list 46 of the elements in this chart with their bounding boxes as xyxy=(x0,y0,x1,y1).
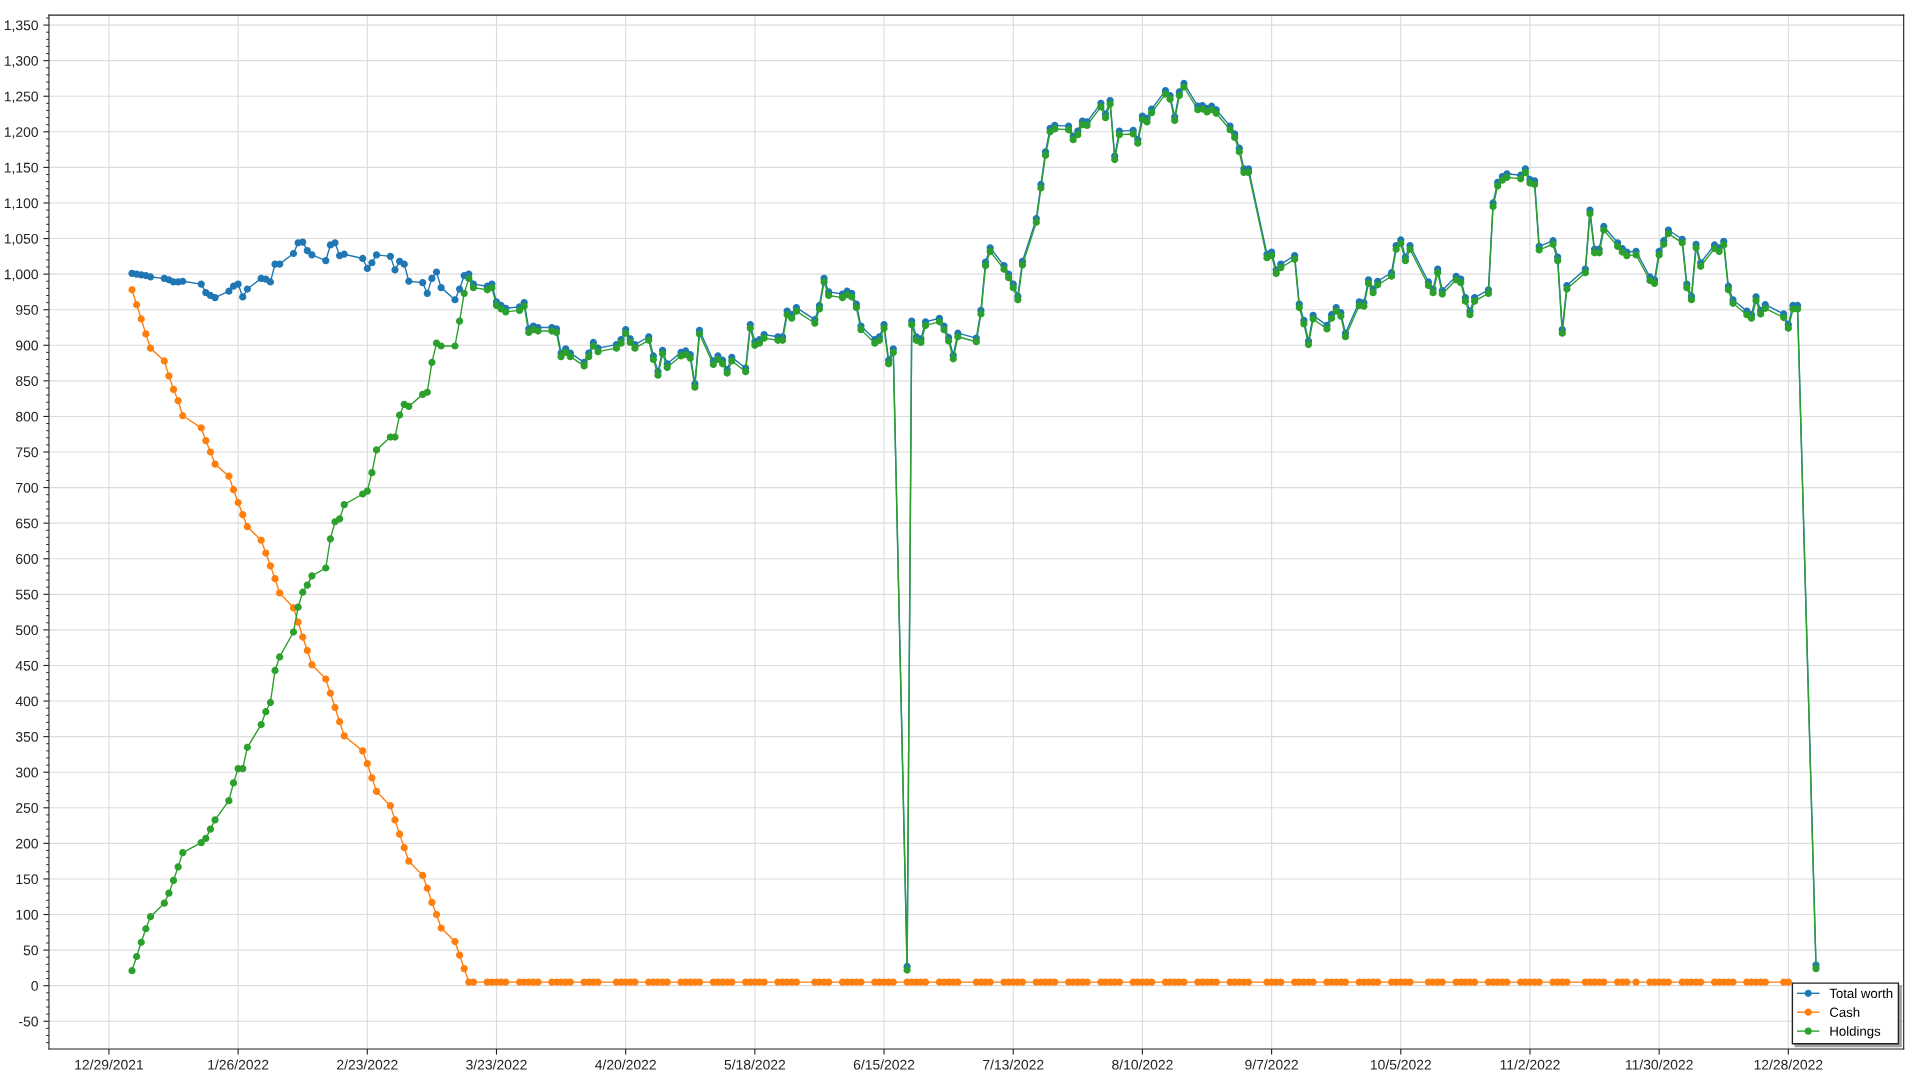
x-tick-label: 5/18/2022 xyxy=(724,1059,786,1070)
y-tick-label: 1,250 xyxy=(4,91,38,104)
x-tick-label: 1/26/2022 xyxy=(208,1059,269,1070)
x-tick-label: 6/15/2022 xyxy=(853,1059,915,1070)
x-tick-label: 10/5/2022 xyxy=(1370,1059,1431,1070)
y-tick-label: 350 xyxy=(15,731,38,742)
y-tick-label: -50 xyxy=(19,1016,38,1027)
y-tick-label: 300 xyxy=(15,767,38,778)
legend-label: Total worth xyxy=(1829,988,1893,999)
y-tick-label: 150 xyxy=(16,874,38,885)
legend-label: Cash xyxy=(1830,1007,1860,1017)
x-tick-label: 11/2/2022 xyxy=(1500,1059,1560,1070)
y-tick-label: 450 xyxy=(15,660,38,671)
x-tick-label: 4/20/2022 xyxy=(595,1059,656,1070)
y-tick-label: 900 xyxy=(16,340,38,351)
y-tick-label: 400 xyxy=(15,696,38,707)
y-tick-label: 550 xyxy=(15,589,38,600)
y-tick-label: 1,300 xyxy=(4,55,38,68)
y-tick-label: 50 xyxy=(23,945,38,956)
y-tick-label: 1,350 xyxy=(4,20,38,32)
y-tick-label: 800 xyxy=(15,411,38,422)
x-tick-label: 8/10/2022 xyxy=(1112,1059,1173,1070)
y-tick-label: 850 xyxy=(15,376,38,387)
y-tick-label: 250 xyxy=(16,803,38,813)
x-tick-label: 2/23/2022 xyxy=(337,1059,398,1070)
y-tick-label: 1,150 xyxy=(4,162,38,175)
y-tick-label: 650 xyxy=(16,518,38,529)
y-tick-label: 200 xyxy=(16,838,38,849)
y-tick-label: 100 xyxy=(16,909,38,920)
y-tick-label: 600 xyxy=(16,554,38,564)
x-tick-label: 9/7/2022 xyxy=(1245,1059,1298,1070)
x-tick-label: 3/23/2022 xyxy=(466,1059,527,1070)
y-tick-label: 1,200 xyxy=(4,127,38,139)
y-tick-label: 0 xyxy=(31,981,38,991)
x-tick-label: 7/13/2022 xyxy=(983,1059,1044,1070)
y-tick-label: 950 xyxy=(16,305,38,315)
y-tick-label: 1,050 xyxy=(4,233,38,246)
y-tick-label: 1,100 xyxy=(4,198,38,210)
y-tick-label: 750 xyxy=(16,447,38,458)
y-tick-label: 1,000 xyxy=(4,269,38,281)
y-tick-label: 500 xyxy=(15,625,38,636)
x-tick-label: 12/29/2021 xyxy=(75,1059,144,1070)
x-tick-label: 11/30/2022 xyxy=(1625,1059,1693,1070)
legend-label: Holdings xyxy=(1830,1026,1881,1039)
y-tick-label: 700 xyxy=(16,482,38,493)
x-tick-label: 12/28/2022 xyxy=(1754,1059,1823,1070)
